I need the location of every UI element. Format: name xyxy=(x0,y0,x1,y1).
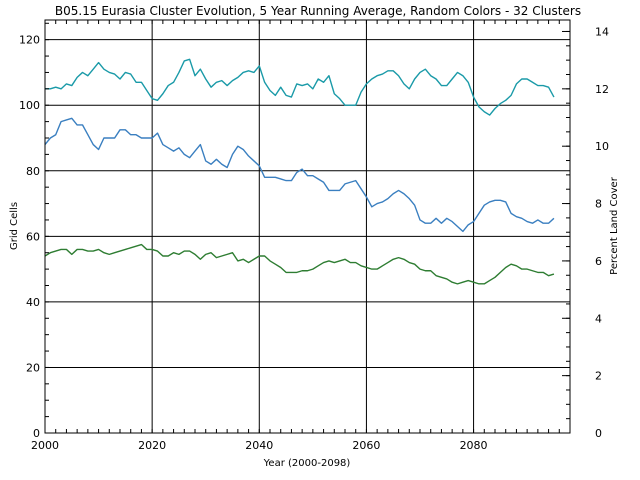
x-tick-label: 2080 xyxy=(460,439,488,452)
series-line-2 xyxy=(44,117,555,233)
y-tick-label: 60 xyxy=(26,230,40,243)
y-tick-label: 0 xyxy=(33,427,40,440)
y2-tick-label: 12 xyxy=(595,83,609,96)
y2-tick-label: 8 xyxy=(595,198,602,211)
y-tick-label: 100 xyxy=(19,99,40,112)
y2-tick-label: 4 xyxy=(595,312,602,325)
y2-tick-label: 6 xyxy=(595,255,602,268)
x-tick-label: 2020 xyxy=(138,439,166,452)
y2-tick-label: 0 xyxy=(595,427,602,440)
y-tick-label: 20 xyxy=(26,361,40,374)
x-tick-label: 2060 xyxy=(352,439,380,452)
y2-tick-label: 2 xyxy=(595,370,602,383)
x-axis-label: Year (2000-2098) xyxy=(263,458,351,469)
chart-series-group xyxy=(44,58,555,285)
y2-tick-label: 14 xyxy=(595,25,609,38)
y-tick-label: 40 xyxy=(26,296,40,309)
y2-tick-label: 10 xyxy=(595,140,609,153)
y-axis-left: 0 20 40 60 80 100 120 xyxy=(19,22,49,440)
y-tick-label: 80 xyxy=(26,165,40,178)
y-axis-label: Grid Cells xyxy=(9,202,20,250)
chart-title: B05.15 Eurasia Cluster Evolution, 5 Year… xyxy=(55,4,581,18)
x-tick-label: 2040 xyxy=(245,439,273,452)
x-tick-label: 2000 xyxy=(31,439,59,452)
x-axis: 2000 2020 2040 2060 2080 xyxy=(31,20,571,452)
y-axis-right: 0 2 4 6 8 10 12 14 xyxy=(562,25,609,440)
series-line-3 xyxy=(44,243,555,285)
chart-grid xyxy=(44,20,570,434)
y2-axis-label: Percent Land Cover xyxy=(609,176,620,275)
plot-frame xyxy=(44,19,571,434)
y-tick-label: 120 xyxy=(19,34,40,47)
series-line-1 xyxy=(45,58,555,116)
